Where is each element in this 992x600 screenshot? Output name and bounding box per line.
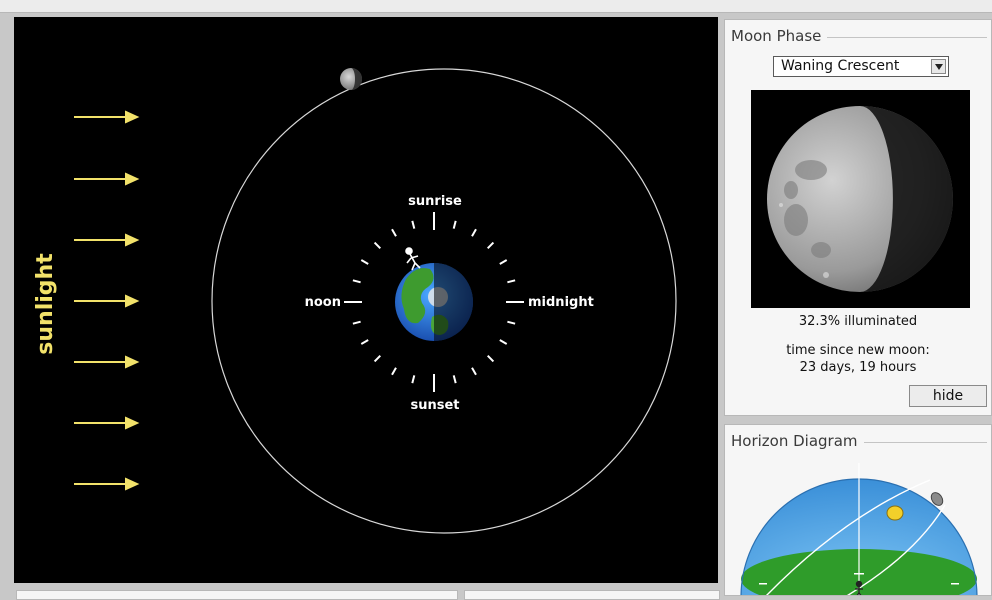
sun-path (766, 479, 931, 595)
sun-marker (886, 505, 904, 521)
moon-sky-marker (930, 492, 944, 506)
moon-path (846, 504, 946, 595)
time-tick (360, 339, 369, 345)
panel-title-rule (731, 37, 987, 38)
sunlight-arrow (74, 294, 140, 308)
time-tick (499, 259, 508, 265)
time-tick (486, 354, 495, 363)
sunlight-arrow (74, 477, 140, 491)
sunlight-arrows (74, 110, 140, 491)
time-tick (411, 220, 416, 229)
sunrise-label: sunrise (408, 194, 462, 209)
time-tick (391, 367, 397, 376)
time-since-new-moon: time since new moon: 23 days, 19 hours (725, 342, 991, 376)
time-tick (507, 279, 516, 284)
time-tick (411, 375, 416, 384)
bottom-panel-left (16, 590, 458, 600)
time-tick (391, 228, 397, 237)
time-tick (360, 259, 369, 265)
time-tick (486, 241, 495, 250)
sunlight-arrow (74, 355, 140, 369)
time-ticks (344, 212, 524, 392)
noon-label: noon (305, 295, 341, 310)
phase-select-value: Waning Crescent (781, 58, 900, 74)
bottom-panel-right (464, 590, 720, 600)
sunlight-arrow (74, 416, 140, 430)
horizon-canvas (740, 463, 978, 595)
sunlight-arrow (74, 233, 140, 247)
phase-select[interactable]: Waning Crescent (773, 56, 949, 77)
orbit-canvas: sunlight sunrise noon (33, 68, 677, 534)
moon-orbit (211, 68, 677, 534)
time-tick (452, 220, 457, 229)
sunlight-label: sunlight (33, 253, 58, 355)
time-tick (352, 279, 361, 284)
compass-tick (759, 583, 767, 585)
observer-figure[interactable] (405, 247, 421, 271)
moon-marker[interactable] (340, 68, 362, 90)
top-toolbar-strip (0, 0, 992, 13)
time-tick (471, 367, 477, 376)
time-since-label: time since new moon: (786, 343, 930, 358)
time-tick (352, 320, 361, 325)
time-tick (507, 320, 516, 325)
time-since-value: 23 days, 19 hours (799, 360, 917, 375)
orbit-view[interactable]: sunlight sunrise noon (14, 17, 718, 583)
horizon-diagram-panel: Horizon Diagram (724, 424, 992, 596)
sunlight-arrow (74, 110, 140, 124)
illumination-text: 32.3% illuminated (798, 314, 918, 329)
chevron-down-icon[interactable] (931, 59, 946, 74)
time-tick (452, 375, 457, 384)
horizon-diagram-title: Horizon Diagram (731, 432, 864, 450)
time-tick (471, 228, 477, 237)
sunset-label: sunset (410, 398, 459, 413)
moon-phase-title: Moon Phase (731, 27, 828, 45)
compass-tick (854, 573, 864, 575)
hide-button[interactable]: hide (909, 385, 987, 407)
earth[interactable] (395, 263, 473, 341)
sunlight-arrow (74, 172, 140, 186)
midnight-label: midnight (528, 295, 594, 310)
horizon-observer-figure (855, 580, 863, 595)
time-tick (373, 241, 382, 250)
moon-phase-panel: Moon Phase Waning Crescent (724, 19, 992, 416)
compass-tick (951, 583, 959, 585)
horizon-view[interactable] (725, 445, 991, 595)
time-tick (499, 339, 508, 345)
moon-phase-image (767, 106, 953, 292)
time-tick (373, 354, 382, 363)
moon-phase-view (751, 90, 970, 308)
